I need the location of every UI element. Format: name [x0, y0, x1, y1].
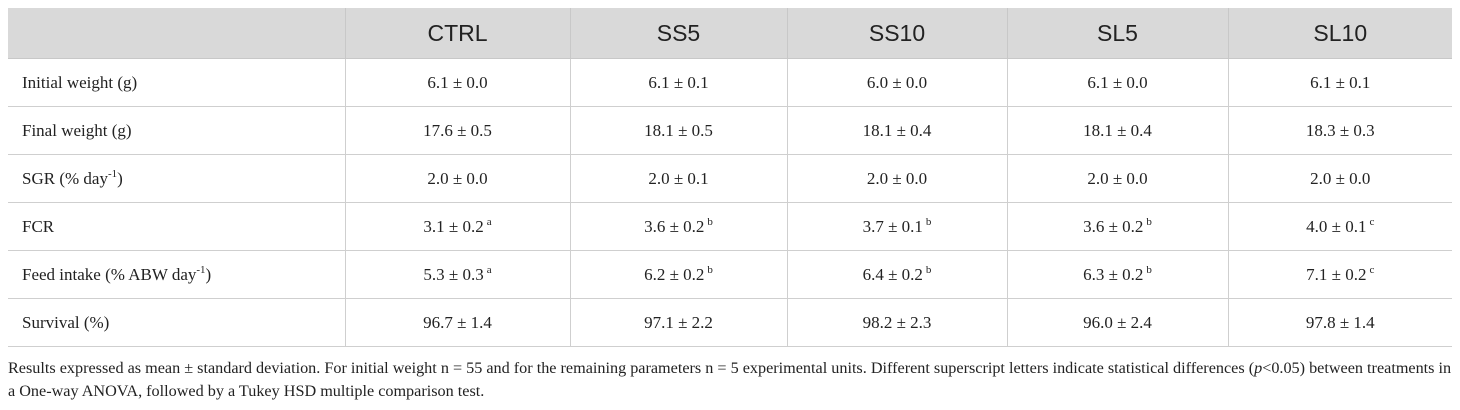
cell: 96.0 ± 2.4: [1006, 298, 1229, 347]
table-row: Initial weight (g) 6.1 ± 0.0 6.1 ± 0.1 6.0 …: [8, 58, 1452, 107]
header-row: CTRL SS5 SS10 SL5 SL10: [8, 8, 1452, 59]
cell: 6.1 ± 0.0: [344, 58, 571, 107]
cell: 3.7 ± 0.1 b: [786, 202, 1008, 251]
footnote-text: Results expressed as mean ± standard dev…: [8, 359, 1255, 377]
table-row: Final weight (g) 17.6 ± 0.5 18.1 ± 0.5 18.1…: [8, 106, 1452, 155]
significance-letter: c: [1369, 264, 1375, 276]
cell-value: 4.0 ± 0.1: [1306, 217, 1367, 236]
label-text: SGR (% day: [22, 169, 108, 188]
table-body: Initial weight (g) 6.1 ± 0.0 6.1 ± 0.1 6.0 …: [8, 58, 1452, 347]
cell-value: 6.3 ± 0.2: [1083, 265, 1144, 284]
cell: 98.2 ± 2.3: [786, 298, 1008, 347]
label-text: Feed intake (% ABW day: [22, 265, 197, 284]
cell: 2.0 ± 0.1: [569, 154, 788, 203]
cell-value: 3.6 ± 0.2: [644, 217, 705, 236]
significance-letter: b: [1146, 264, 1152, 276]
cell: 6.1 ± 0.1: [569, 58, 788, 107]
table-container: CTRL SS5 SS10 SL5 SL10 Initial weight (g) 6.1…: [8, 8, 1452, 347]
cell: 6.3 ± 0.2 b: [1006, 250, 1229, 299]
row-label: Initial weight (g): [8, 58, 346, 107]
cell: 6.0 ± 0.0: [786, 58, 1008, 107]
significance-letter: b: [707, 264, 713, 276]
cell-value: 5.3 ± 0.3: [423, 265, 484, 284]
label-text: ): [205, 265, 212, 284]
cell: 18.3 ± 0.3: [1227, 106, 1452, 155]
table-row: SGR (% day-1) 2.0 ± 0.0 2.0 ± 0.1 2.0 ± 0.0…: [8, 154, 1452, 203]
cell: 97.8 ± 1.4: [1227, 298, 1452, 347]
row-label: Feed intake (% ABW day-1): [8, 250, 346, 299]
cell: 6.1 ± 0.1: [1227, 58, 1452, 107]
cell: 2.0 ± 0.0: [786, 154, 1008, 203]
significance-letter: b: [1146, 216, 1152, 228]
row-label: Survival (%): [8, 298, 346, 347]
cell: 5.3 ± 0.3 a: [344, 250, 571, 299]
cell: 3.6 ± 0.2 b: [569, 202, 788, 251]
cell-value: 3.6 ± 0.2: [1083, 217, 1144, 236]
cell: 97.1 ± 2.2: [569, 298, 788, 347]
significance-letter: b: [707, 216, 713, 228]
cell: 6.1 ± 0.0: [1006, 58, 1229, 107]
significance-letter: c: [1369, 216, 1375, 228]
cell: 17.6 ± 0.5: [344, 106, 571, 155]
cell: 3.6 ± 0.2 b: [1006, 202, 1229, 251]
cell-value: 7.1 ± 0.2: [1306, 265, 1367, 284]
cell: 18.1 ± 0.5: [569, 106, 788, 155]
column-header: CTRL: [344, 8, 571, 59]
cell: 96.7 ± 1.4: [344, 298, 571, 347]
cell: 7.1 ± 0.2 c: [1227, 250, 1452, 299]
label-superscript: -1: [196, 264, 206, 276]
cell-value: 6.2 ± 0.2: [644, 265, 705, 284]
column-header: SL5: [1006, 8, 1229, 59]
results-table: CTRL SS5 SS10 SL5 SL10 Initial weight (g) 6.1…: [8, 8, 1452, 347]
cell: 4.0 ± 0.1 c: [1227, 202, 1452, 251]
label-text: ): [117, 169, 123, 188]
significance-letter: a: [486, 264, 492, 276]
row-label: Final weight (g): [8, 106, 346, 155]
significance-letter: b: [925, 264, 932, 276]
row-label: SGR (% day-1): [8, 154, 346, 203]
cell-value: 3.1 ± 0.2: [423, 217, 484, 236]
row-label: FCR: [8, 202, 346, 251]
cell: 2.0 ± 0.0: [344, 154, 571, 203]
table-row: Feed intake (% ABW day-1) 5.3 ± 0.3 a 6.2 ±…: [8, 250, 1452, 299]
table-row: FCR 3.1 ± 0.2 a 3.6 ± 0.2 b 3.7 ± 0.1 b 3.6 ± 0…: [8, 202, 1452, 251]
column-header: SL10: [1227, 8, 1452, 59]
cell: 18.1 ± 0.4: [786, 106, 1008, 155]
cell: 2.0 ± 0.0: [1006, 154, 1229, 203]
footnote-text: p: [1254, 359, 1263, 377]
column-header: SS5: [569, 8, 788, 59]
cell: 18.1 ± 0.4: [1006, 106, 1229, 155]
cell: 2.0 ± 0.0: [1227, 154, 1452, 203]
cell: 3.1 ± 0.2 a: [344, 202, 571, 251]
table-row: Survival (%) 96.7 ± 1.4 97.1 ± 2.2 98.2 ± 2…: [8, 298, 1452, 347]
header-corner: [8, 8, 346, 59]
column-header: SS10: [786, 8, 1008, 59]
cell-value: 6.4 ± 0.2: [862, 265, 923, 284]
significance-letter: b: [925, 216, 932, 228]
footnote: Results expressed as mean ± standard dev…: [8, 357, 1454, 403]
significance-letter: a: [486, 216, 492, 228]
cell: 6.4 ± 0.2 b: [786, 250, 1008, 299]
footnote-text: <0.05) between treatments in a One-way A…: [8, 359, 1452, 400]
cell-value: 3.7 ± 0.1: [862, 217, 923, 236]
cell: 6.2 ± 0.2 b: [569, 250, 788, 299]
label-superscript: -1: [107, 168, 118, 180]
